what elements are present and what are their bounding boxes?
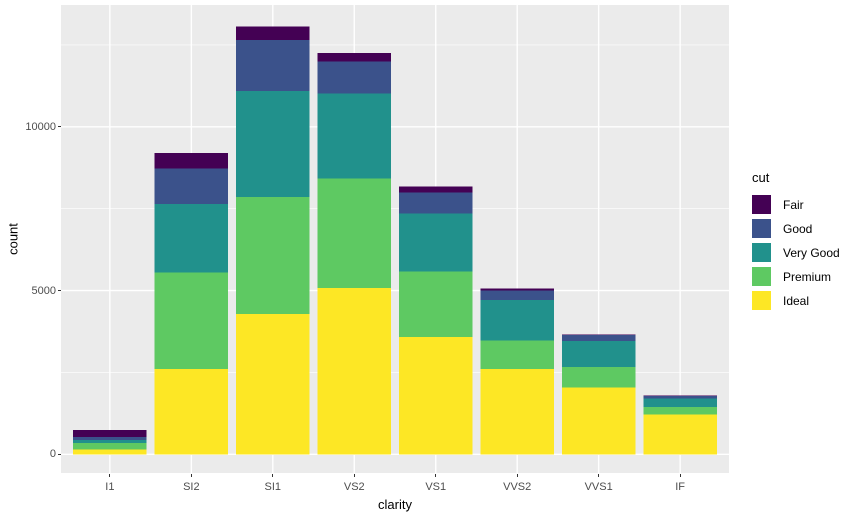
legend-item-good: Good	[752, 219, 840, 238]
bar-segment-VVS1-premium	[562, 367, 636, 388]
bar-segment-VS1-very-good	[399, 213, 473, 272]
bar-segment-IF-premium	[643, 407, 717, 415]
bars-canvas	[61, 5, 729, 473]
x-tick-mark-IF	[679, 473, 681, 477]
bar-segment-VVS2-very-good	[480, 300, 554, 341]
legend-item-premium: Premium	[752, 267, 840, 286]
bar-segment-VVS2-good	[480, 290, 554, 301]
bar-segment-VS2-premium	[317, 178, 391, 289]
bar-segment-VS2-good	[317, 61, 391, 94]
bar-segment-SI1-premium	[236, 196, 310, 315]
bar-segment-I1-very-good	[73, 440, 147, 443]
legend-swatch-good	[752, 219, 771, 238]
bar-segment-I1-premium	[73, 442, 147, 450]
x-tick-label-I1: I1	[105, 481, 115, 493]
legend-swatch-very-good	[752, 243, 771, 262]
bar-segment-I1-ideal	[73, 449, 147, 455]
x-axis-title: clarity	[378, 497, 412, 512]
bar-segment-VS1-fair	[399, 186, 473, 193]
x-tick-mark-VS1	[435, 473, 437, 477]
x-tick-label-SI2: SI2	[183, 481, 200, 493]
bar-segment-SI1-fair	[236, 26, 310, 40]
legend-label-good: Good	[783, 221, 813, 236]
legend-label-premium: Premium	[783, 269, 832, 284]
legend-item-fair: Fair	[752, 195, 840, 214]
bar-segment-I1-fair	[73, 430, 147, 437]
bar-segment-SI1-good	[236, 39, 310, 91]
bar-segment-I1-good	[73, 436, 147, 441]
bar-segment-VS2-fair	[317, 52, 391, 62]
y-tick-mark-5000	[58, 290, 61, 292]
legend-swatch-premium	[752, 267, 771, 286]
bar-segment-VVS1-fair	[562, 334, 636, 336]
x-tick-mark-SI2	[190, 473, 192, 477]
bar-segment-VVS1-ideal	[562, 387, 636, 455]
legend-label-ideal: Ideal	[783, 293, 810, 308]
y-axis-title: count	[5, 223, 21, 255]
bar-segment-SI2-very-good	[154, 203, 228, 273]
x-tick-mark-VVS1	[598, 473, 600, 477]
x-tick-label-VS1: VS1	[425, 481, 447, 493]
bar-segment-VS2-very-good	[317, 93, 391, 179]
x-tick-label-VVS1: VVS1	[584, 481, 613, 493]
bar-segment-VS1-good	[399, 192, 473, 214]
bar-segment-VVS2-fair	[480, 288, 554, 291]
legend-swatch-ideal	[752, 291, 771, 310]
bar-segment-VVS1-good	[562, 335, 636, 342]
legend: cut Fair Good Very Good Premium Ideal	[752, 170, 840, 315]
legend-label-very-good: Very Good	[783, 245, 840, 260]
bar-segment-SI2-premium	[154, 272, 228, 370]
legend-item-ideal: Ideal	[752, 291, 840, 310]
bar-segment-VS2-ideal	[317, 288, 391, 455]
bar-segment-VS1-premium	[399, 271, 473, 337]
y-tick-label-5000: 5000	[31, 284, 56, 297]
y-tick-label-10000: 10000	[25, 120, 56, 133]
x-tick-mark-I1	[109, 473, 111, 477]
bar-segment-VVS2-ideal	[480, 368, 554, 455]
bar-segment-VVS2-premium	[480, 340, 554, 369]
legend-title: cut	[752, 170, 770, 185]
legend-swatch-fair	[752, 195, 771, 214]
plot-panel	[61, 5, 729, 473]
bar-segment-IF-very-good	[643, 398, 717, 408]
bar-segment-VS1-ideal	[399, 336, 473, 455]
y-tick-mark-0	[58, 453, 61, 455]
x-tick-label-VS2: VS2	[343, 481, 365, 493]
x-tick-mark-SI1	[272, 473, 274, 477]
bar-segment-SI1-ideal	[236, 314, 310, 455]
bar-segment-SI2-good	[154, 168, 228, 204]
x-tick-label-VVS2: VVS2	[503, 481, 532, 493]
legend-items: Fair Good Very Good Premium Ideal	[752, 195, 840, 310]
y-tick-mark-10000	[58, 126, 61, 128]
x-tick-label-IF: IF	[675, 481, 685, 493]
y-tick-label-0: 0	[49, 448, 56, 461]
bar-segment-VVS1-very-good	[562, 341, 636, 368]
x-tick-label-SI1: SI1	[264, 481, 282, 493]
x-tick-mark-VVS2	[516, 473, 518, 477]
bar-segment-SI1-very-good	[236, 90, 310, 197]
legend-label-fair: Fair	[783, 197, 804, 212]
bar-segment-IF-good	[643, 395, 717, 399]
bar-segment-SI2-ideal	[154, 369, 228, 455]
bar-segment-SI2-fair	[154, 153, 228, 169]
x-tick-mark-VS2	[353, 473, 355, 477]
bar-segment-IF-ideal	[643, 414, 717, 455]
legend-item-very-good: Very Good	[752, 243, 840, 262]
